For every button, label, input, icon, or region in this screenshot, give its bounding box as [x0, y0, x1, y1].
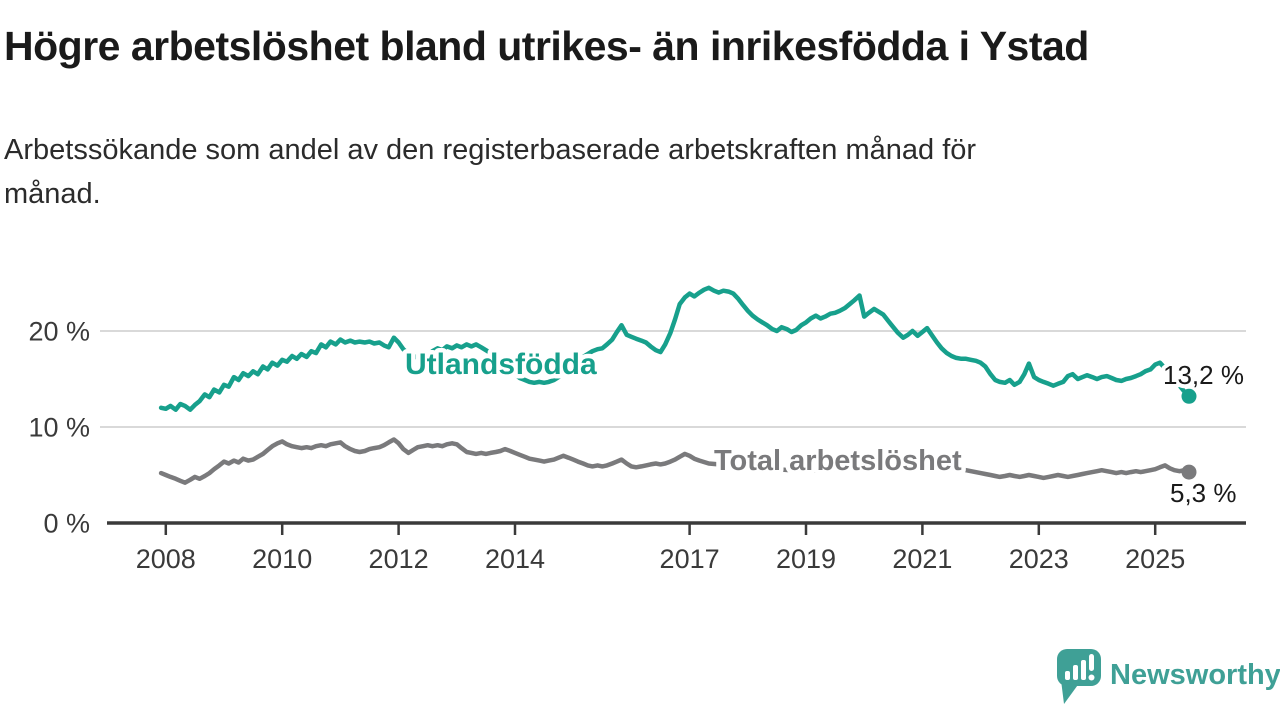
y-tick-label: 0 % — [43, 509, 90, 539]
x-tick-label: 2021 — [892, 544, 952, 574]
series-label-utlandsfodda: Utlandsfödda — [405, 348, 597, 381]
newsworthy-logo: Newsworthy — [1057, 649, 1280, 704]
chart-subtitle-line2: månad. — [4, 178, 101, 210]
series-label-total-arbetsloshet: Total arbetslöshet — [714, 445, 962, 477]
page-title: Högre arbetslöshet bland utrikes- än inr… — [4, 23, 1089, 69]
x-tick-label: 2008 — [136, 544, 196, 574]
series-line-total-arbetsloshet — [158, 437, 1192, 485]
x-tick-label: 2025 — [1125, 544, 1185, 574]
x-tick-label: 2014 — [485, 544, 545, 574]
end-value-label-total: 5,3 % — [1170, 478, 1237, 508]
x-tick-label: 2023 — [1009, 544, 1069, 574]
x-tick-label: 2019 — [776, 544, 836, 574]
x-tick-label: 2012 — [369, 544, 429, 574]
chart-subtitle-line1: Arbetssökande som andel av den registerb… — [4, 134, 977, 166]
y-axis-labels: 0 % 10 % 20 % — [28, 317, 90, 539]
chart-subtitle: Arbetssökande som andel av den registerb… — [4, 128, 1224, 216]
newsworthy-logo-text: Newsworthy — [1110, 659, 1280, 691]
x-axis-ticks: 2008 2010 2012 2014 2017 2019 2021 2023 2025 — [136, 523, 1185, 574]
end-dot-utlandsfodda — [1181, 388, 1197, 404]
end-dot-total — [1181, 464, 1197, 480]
end-value-label-utlandsfodda: 13,2 % — [1163, 360, 1244, 390]
series-line-utlandsfodda — [158, 285, 1192, 412]
newsworthy-logo-icon — [1057, 649, 1101, 704]
y-tick-label: 10 % — [28, 413, 90, 443]
x-tick-label: 2010 — [252, 544, 312, 574]
y-tick-label: 20 % — [28, 317, 90, 347]
x-tick-label: 2017 — [660, 544, 720, 574]
